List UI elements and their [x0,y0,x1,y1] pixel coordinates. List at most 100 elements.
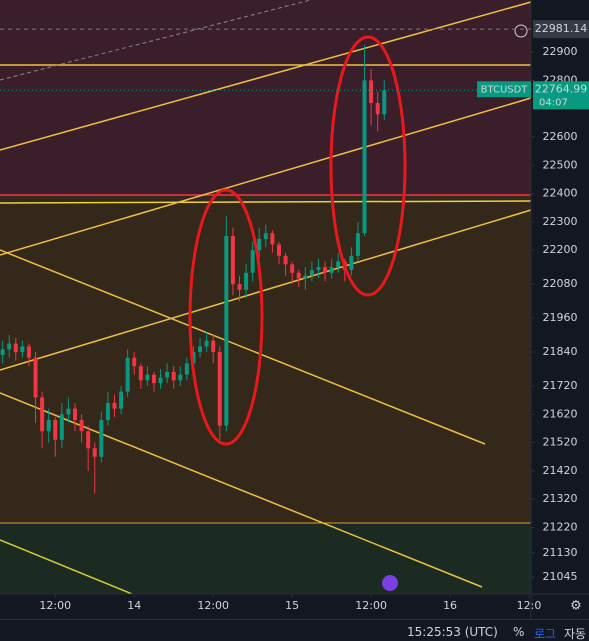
candle-body [0,349,5,355]
y-tick-label: 22600 [543,130,578,143]
y-tick-label: 21840 [543,345,578,358]
candle-body [13,343,18,353]
candle-body [211,340,216,353]
candle-body [244,272,249,290]
candle-body [329,267,334,273]
candle-body [316,267,321,270]
bottom-toolbar: 15:25:53 (UTC) % 로그 자동 [0,619,589,641]
trend-line [0,0,313,81]
candle-body [270,233,275,245]
x-tick-label: 16 [443,599,457,612]
clock: 15:25:53 (UTC) [407,625,498,639]
resistance-zone [0,0,531,195]
candle-body [290,264,295,273]
trend-line [0,97,532,256]
candle-body [112,402,117,409]
support-zone [0,523,531,594]
candle-body [303,275,308,279]
y-tick-label: 21720 [543,379,578,392]
y-tick-label: 21130 [543,546,578,559]
candle-body [79,419,84,432]
candle-body [355,233,360,256]
level-line [0,200,532,204]
candle-body [217,352,222,426]
candle-body [132,357,137,367]
x-tick-label: 12:00 [197,599,229,612]
y-tick-label: 21320 [543,492,578,505]
candle-body [375,103,380,115]
x-tick-label: 12:00 [355,599,387,612]
candle-body [7,343,12,350]
candle-body [382,90,387,115]
candle-body [20,346,25,353]
last-price-bg [533,81,589,110]
candle-body [59,414,64,440]
candle-body [257,238,262,251]
candle-body [99,419,104,457]
candle-body [151,374,156,384]
y-tick-label: 22400 [543,187,578,200]
candle-body [263,233,268,239]
candle-body [33,357,38,398]
y-tick-label: 22080 [543,277,578,290]
add-button[interactable] [514,24,528,38]
candle-body [53,419,58,440]
candle-body [276,244,281,256]
y-tick-label: 21220 [543,520,578,533]
candle-body [230,236,235,285]
candle-body [237,284,242,290]
candle-body [171,371,176,381]
highlight-circle [329,35,407,297]
time-axis [0,594,589,619]
y-tick-label: 21420 [543,464,578,477]
event-icon[interactable] [382,575,398,591]
y-tick-label: 21620 [543,407,578,420]
symbol-tag: BTCUSDT [481,84,529,95]
percent-button[interactable]: % [513,625,525,639]
countdown: 04:07 [539,97,568,108]
candle-body [198,346,203,353]
crosshair-label: 22981.14 [535,22,588,35]
crosshair-label-bg [533,20,589,39]
candle-body [40,397,45,432]
candle-body [125,357,130,392]
candle-body [138,366,143,381]
candle-body [165,371,170,378]
candle-body [283,255,288,265]
candle-body [145,374,150,381]
candle-body [92,448,97,457]
auto-button[interactable]: 자동 [564,627,587,641]
trend-line [0,209,532,371]
trend-line [0,1,532,151]
chart: ⚙ 21045 21130 21220 21320 21420 21520 21620 217… [0,0,589,619]
y-tick-label: 22900 [543,45,578,58]
candle-body [86,431,91,449]
y-tick-label: 21520 [543,436,578,449]
candle-body [26,346,31,358]
symbol-tag-bg [477,81,531,98]
y-tick-label: 22500 [543,158,578,171]
x-tick-label: 15 [285,599,299,612]
candle-body [349,255,354,270]
trend-line [0,539,133,595]
y-tick-label: 22300 [543,215,578,228]
y-tick-label: 22200 [543,243,578,256]
y-tick-label: 21045 [543,570,578,583]
log-button[interactable]: 로그 [534,627,557,641]
settings-icon[interactable]: ⚙ [570,599,582,614]
candle-body [309,269,314,276]
candle-body [191,352,196,364]
candle-body [178,374,183,381]
candle-body [184,363,189,375]
y-tick-label: 21960 [543,311,578,324]
x-tick-label: 14 [127,599,141,612]
x-tick-label: 12:00 [39,599,71,612]
candle-body [73,408,78,420]
candle-body [250,250,255,273]
candle-body [323,267,328,273]
candle-body [46,419,51,432]
candle-body [158,377,163,384]
candle-body [105,402,110,420]
last-price: 22764.99 [535,82,588,95]
